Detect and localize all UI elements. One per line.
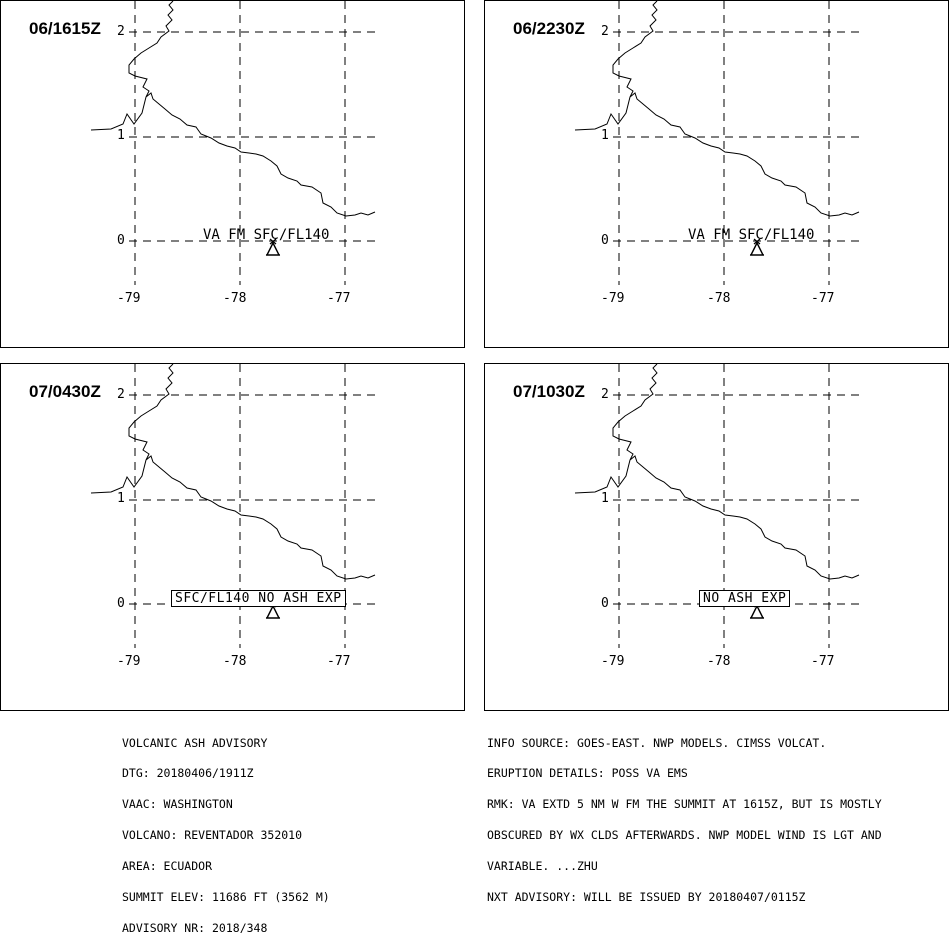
- map-panel-3: 07/0430Z 2 1 0 -79 -78 -77 SFC/FL140 NO …: [0, 363, 465, 711]
- graticule: [129, 364, 376, 648]
- coastline: [90, 1, 376, 217]
- lon-label-78: -78: [223, 291, 247, 306]
- lat-label-0: 0: [117, 596, 125, 611]
- volcano-triangle-icon: [265, 238, 281, 256]
- lon-label-78: -78: [707, 291, 731, 306]
- lat-label-1: 1: [601, 491, 609, 506]
- lon-label-79: -79: [117, 654, 141, 669]
- coastline: [574, 1, 860, 217]
- lat-label-1: 1: [601, 128, 609, 143]
- map-canvas: [574, 1, 860, 285]
- advisory-line: INFO SOURCE: GOES-EAST. NWP MODELS. CIMS…: [487, 735, 827, 750]
- advisory-line: VAAC: WASHINGTON: [122, 797, 233, 812]
- lat-label-1: 1: [117, 128, 125, 143]
- lat-label-1: 1: [117, 491, 125, 506]
- advisory-header-block: VOLCANIC ASH ADVISORY DTG: 20180406/1911…: [122, 717, 330, 944]
- lon-label-78: -78: [707, 654, 731, 669]
- advisory-line: NXT ADVISORY: WILL BE ISSUED BY 20180407…: [487, 890, 806, 905]
- panel-time: 06/1615Z: [29, 19, 101, 38]
- advisory-line: VARIABLE. ...ZHU: [487, 859, 598, 874]
- graticule: [613, 364, 860, 648]
- no-ash-box: SFC/FL140 NO ASH EXP: [171, 590, 346, 607]
- coastline: [574, 364, 860, 580]
- coastline: [90, 364, 376, 580]
- map-panel-4: 07/1030Z 2 1 0 -79 -78 -77 NO ASH EXP: [484, 363, 949, 711]
- lat-label-2: 2: [117, 387, 125, 402]
- lat-label-2: 2: [601, 387, 609, 402]
- map-panel-1: 06/1615Z 2 1 0 -79 -78 -77 VA FM SFC/FL1…: [0, 0, 465, 348]
- lon-label-78: -78: [223, 654, 247, 669]
- lon-label-79: -79: [601, 654, 625, 669]
- graticule: [613, 1, 860, 285]
- advisory-line: RMK: VA EXTD 5 NM W FM THE SUMMIT AT 161…: [487, 797, 882, 812]
- lat-label-2: 2: [601, 24, 609, 39]
- panel-time: 07/1030Z: [513, 382, 585, 401]
- panel-time: 07/0430Z: [29, 382, 101, 401]
- advisory-line: OBSCURED BY WX CLDS AFTERWARDS. NWP MODE…: [487, 828, 882, 843]
- advisory-line: AREA: ECUADOR: [122, 859, 213, 874]
- lat-label-0: 0: [601, 233, 609, 248]
- ash-label: VA FM SFC/FL140: [688, 227, 815, 243]
- lat-label-0: 0: [601, 596, 609, 611]
- lon-label-77: -77: [811, 291, 835, 306]
- advisory-line: VOLCANO: REVENTADOR 352010: [122, 828, 303, 843]
- advisory-line: SUMMIT ELEV: 11686 FT (3562 M): [122, 890, 330, 905]
- lon-label-77: -77: [327, 291, 351, 306]
- advisory-line: ERUPTION DETAILS: POSS VA EMS: [487, 766, 688, 781]
- advisory-details-block: INFO SOURCE: GOES-EAST. NWP MODELS. CIMS…: [487, 717, 882, 913]
- panel-time: 06/2230Z: [513, 19, 585, 38]
- lat-label-0: 0: [117, 233, 125, 248]
- advisory-line: DTG: 20180406/1911Z: [122, 766, 254, 781]
- advisory-line: ADVISORY NR: 2018/348: [122, 920, 268, 935]
- lon-label-79: -79: [117, 291, 141, 306]
- lon-label-77: -77: [811, 654, 835, 669]
- map-canvas: [574, 364, 860, 648]
- map-canvas: [90, 1, 376, 285]
- lon-label-79: -79: [601, 291, 625, 306]
- graticule: [129, 1, 376, 285]
- no-ash-box: NO ASH EXP: [699, 590, 791, 607]
- lat-label-2: 2: [117, 24, 125, 39]
- advisory-line: VOLCANIC ASH ADVISORY: [122, 735, 268, 750]
- ash-label: VA FM SFC/FL140: [203, 227, 330, 243]
- volcano-triangle-icon: [749, 238, 765, 256]
- lon-label-77: -77: [327, 654, 351, 669]
- map-panel-2: 06/2230Z 2 1 0 -79 -78 -77 VA FM SFC/FL1…: [484, 0, 949, 348]
